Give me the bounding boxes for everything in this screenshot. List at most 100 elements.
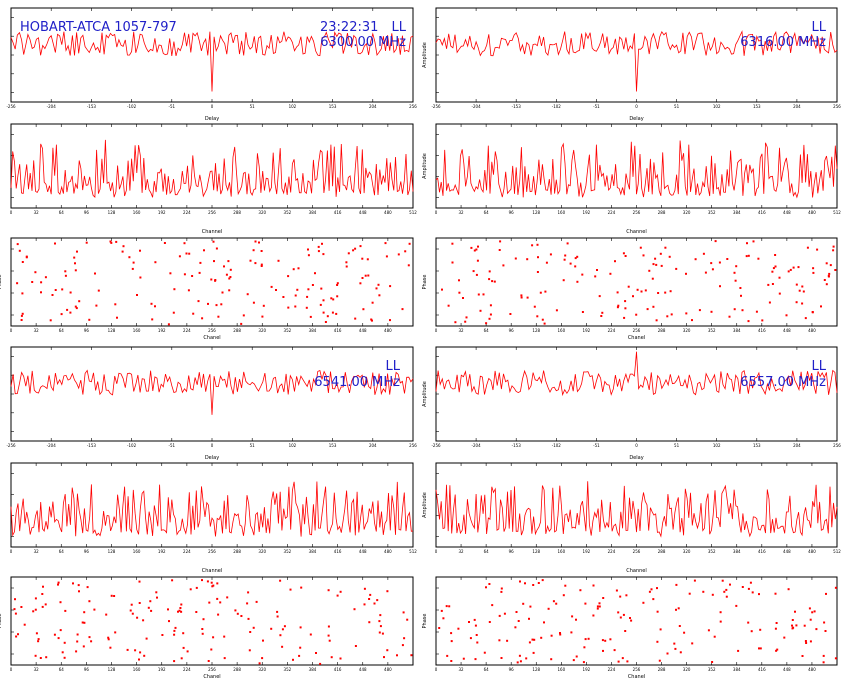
phase-point-g1c1-phase-43 [531, 638, 534, 641]
phase-point-g0c0-phase-54 [40, 281, 43, 284]
phase-point-g0c1-phase-44 [502, 264, 505, 267]
phase-point-g0c0-phase-157 [21, 261, 24, 263]
phase-point-g1c0-phase-35 [14, 598, 16, 601]
x-tick-label-g1c1-phase-13: 416 [758, 667, 766, 672]
phase-point-g0c0-phase-104 [21, 312, 24, 315]
phase-point-g1c1-phase-137 [822, 654, 825, 657]
x-tick-label-g1c1-phase-1: 32 [459, 667, 465, 672]
phase-point-g1c1-phase-61 [823, 621, 826, 624]
phase-point-g0c0-phase-34 [254, 240, 257, 243]
phase-point-g0c0-phase-17 [317, 250, 320, 253]
phase-point-g0c0-phase-109 [336, 295, 339, 298]
phase-point-g1c0-phase-107 [178, 609, 181, 612]
x-tick-label-g1c0-channel-8: 256 [208, 549, 216, 554]
x-tick-label-g0c1-delay-5: 0 [635, 104, 638, 109]
x-tick-label-g1c1-delay-10: 256 [833, 443, 841, 448]
phase-point-g0c0-phase-87 [121, 250, 124, 253]
phase-point-g1c0-phase-14 [327, 589, 330, 592]
phase-point-g1c1-phase-88 [787, 588, 790, 591]
x-tick-label-g1c0-delay-8: 153 [329, 443, 337, 448]
phase-point-g1c0-phase-68 [376, 599, 379, 602]
phase-point-g0c1-phase-136 [447, 304, 450, 307]
phase-point-g1c1-phase-163 [514, 626, 517, 629]
phase-point-g0c0-phase-107 [191, 275, 194, 277]
phase-point-g0c1-phase-32 [564, 254, 567, 257]
phase-point-g0c1-phase-137 [704, 271, 707, 274]
phase-point-g0c0-phase-30 [322, 299, 325, 302]
phase-point-g1c0-phase-67 [363, 587, 366, 590]
phase-point-g0c0-phase-112 [201, 317, 204, 320]
phase-point-g1c1-phase-155 [813, 610, 816, 613]
phase-point-g1c1-phase-13 [656, 640, 659, 643]
x-tick-label-g1c0-phase-3: 96 [84, 667, 90, 672]
phase-point-g1c1-phase-107 [596, 607, 599, 610]
phase-point-g0c1-phase-22 [685, 312, 688, 315]
phase-point-g0c0-phase-163 [169, 272, 172, 275]
phase-point-g1c1-phase-10 [598, 605, 601, 608]
x-tick-label-g0c1-phase-15: 480 [808, 328, 816, 333]
phase-point-g1c0-phase-145 [279, 579, 282, 582]
phase-point-g1c0-phase-92 [23, 623, 26, 626]
phase-point-g1c1-phase-140 [719, 611, 722, 614]
phase-point-g1c0-phase-102 [292, 658, 294, 661]
phase-point-g0c1-phase-139 [485, 322, 488, 325]
panel-g0c0-channel: 0 32 64 96 128 160 192 224 256 288 320 352 384 416 448… [10, 123, 417, 235]
phase-point-g0c1-phase-6 [491, 280, 494, 283]
phase-point-g1c0-phase-76 [53, 633, 56, 636]
phase-point-g0c1-phase-18 [752, 240, 755, 243]
phase-point-g0c0-phase-62 [292, 268, 295, 271]
phase-point-g0c1-phase-157 [655, 263, 658, 266]
phase-point-g0c0-phase-71 [314, 272, 316, 275]
phase-point-g0c1-phase-68 [795, 301, 798, 304]
phase-point-g1c0-phase-161 [336, 594, 339, 597]
x-tick-label-g0c0-phase-12: 384 [309, 328, 317, 333]
x-tick-label-g0c1-delay-6: 51 [674, 104, 680, 109]
phase-point-g1c1-phase-91 [450, 640, 453, 643]
phase-point-g1c1-phase-75 [674, 647, 677, 650]
x-tick-label-g1c0-channel-6: 192 [158, 549, 166, 554]
x-tick-label-g1c1-channel-0: 0 [435, 549, 438, 554]
x-tick-label-g0c0-delay-3: -102 [127, 104, 137, 109]
phase-point-g0c1-phase-105 [562, 279, 565, 282]
phase-point-g0c1-phase-86 [728, 315, 731, 318]
x-tick-label-g0c0-delay-7: 102 [289, 104, 297, 109]
phase-point-g0c0-phase-56 [229, 268, 232, 271]
phase-point-g0c1-phase-53 [804, 317, 807, 320]
phase-point-g1c0-phase-153 [150, 609, 153, 612]
phase-point-g1c1-phase-97 [528, 617, 530, 620]
phase-point-g1c1-phase-57 [713, 635, 716, 638]
phase-point-g1c1-phase-25 [621, 657, 624, 660]
phase-point-g0c1-phase-27 [825, 262, 828, 265]
phase-point-g0c1-phase-132 [711, 268, 714, 271]
phase-point-g0c0-phase-16 [345, 265, 348, 268]
phase-point-g0c0-phase-90 [74, 305, 77, 308]
phase-point-g0c1-phase-100 [774, 254, 777, 256]
panel-g1c1-channel: 0 32 64 96 128 160 192 224 256 288 320 352 384 416 448… [422, 462, 841, 574]
x-tick-label-g0c0-delay-6: 51 [250, 104, 256, 109]
phase-point-g1c0-phase-20 [83, 611, 86, 614]
phase-point-g0c0-phase-43 [270, 285, 273, 288]
phase-point-g0c1-phase-23 [458, 279, 460, 282]
phase-point-g1c1-phase-89 [475, 634, 478, 636]
phase-point-g0c0-phase-29 [262, 304, 265, 307]
phase-point-g1c0-phase-37 [261, 657, 264, 660]
phase-point-g0c1-phase-67 [774, 265, 777, 268]
phase-point-g0c1-phase-93 [537, 256, 539, 259]
phase-point-g0c0-phase-60 [282, 296, 285, 298]
x-tick-label-g1c0-phase-5: 160 [133, 667, 141, 672]
phase-point-g0c1-phase-94 [451, 261, 454, 264]
phase-point-g0c0-phase-110 [94, 272, 96, 275]
phase-point-g1c0-phase-93 [136, 616, 139, 619]
phase-point-g0c0-phase-117 [64, 270, 67, 273]
x-tick-label-g0c0-channel-1: 32 [34, 210, 40, 215]
phase-point-g0c0-phase-131 [25, 255, 28, 258]
phase-point-g1c0-phase-152 [82, 645, 85, 648]
phase-point-g0c0-phase-96 [139, 276, 142, 279]
phase-point-g1c0-phase-1 [156, 596, 158, 599]
phase-point-g1c1-phase-67 [801, 655, 804, 657]
phase-point-g1c1-phase-159 [613, 649, 616, 652]
x-tick-label-g1c0-phase-15: 480 [384, 667, 392, 672]
phase-point-g0c1-phase-13 [488, 317, 491, 320]
phase-point-g1c0-phase-156 [298, 654, 301, 657]
x-tick-label-g1c0-channel-4: 128 [108, 549, 116, 554]
